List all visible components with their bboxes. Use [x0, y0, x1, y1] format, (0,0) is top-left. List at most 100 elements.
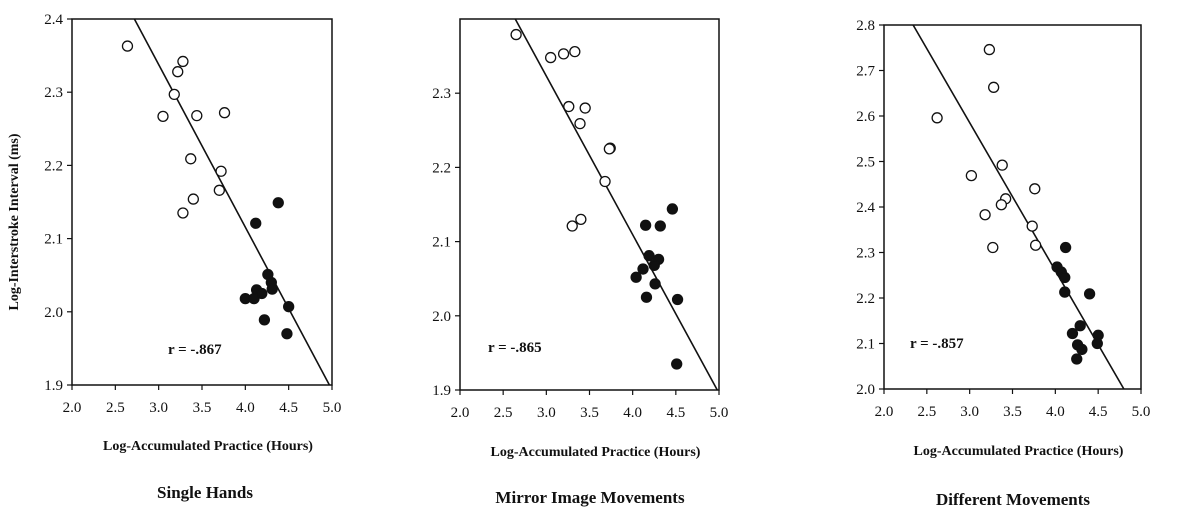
filled-data-point — [1059, 271, 1071, 284]
y-tick-label: 2.5 — [856, 155, 875, 171]
filled-data-point — [643, 250, 655, 262]
x-tick-label: 4.5 — [279, 400, 298, 416]
x-tick-label: 2.0 — [63, 400, 82, 416]
x-tick-label: 4.0 — [1046, 404, 1065, 420]
open-data-point — [579, 102, 591, 114]
y-tick-label: 2.6 — [856, 109, 875, 125]
filled-data-point — [281, 328, 293, 340]
y-axis-label: Log-Interstroke Interval (ms) — [7, 133, 22, 310]
y-tick-label: 2.0 — [44, 305, 63, 321]
open-data-point — [177, 207, 189, 219]
x-tick-label: 4.0 — [236, 400, 255, 416]
filled-data-point — [1083, 288, 1096, 300]
open-data-point — [987, 241, 999, 254]
y-tick-label: 2.8 — [856, 18, 875, 34]
filled-data-point — [666, 203, 679, 215]
open-data-point — [1029, 183, 1041, 195]
open-data-point — [979, 209, 991, 221]
open-data-point — [603, 143, 616, 155]
filled-data-point — [250, 217, 262, 229]
x-tick-label: 5.0 — [323, 400, 342, 416]
filled-data-point — [671, 293, 684, 306]
panel-title: Different Movements — [936, 490, 1090, 509]
open-data-point — [569, 45, 581, 58]
filled-data-point — [1076, 343, 1088, 356]
y-tick-label: 2.4 — [44, 12, 63, 28]
y-tick-label: 2.1 — [856, 337, 875, 353]
open-data-point — [1029, 239, 1042, 251]
filled-data-point — [648, 259, 660, 271]
x-axis-label: Log-Accumulated Practice (Hours) — [914, 444, 1124, 459]
filled-data-point — [1091, 337, 1103, 350]
y-tick-label: 2.3 — [856, 246, 875, 262]
filled-data-point — [248, 292, 260, 305]
open-data-point — [965, 169, 978, 182]
open-data-point — [1026, 220, 1038, 232]
y-tick-label: 1.9 — [44, 378, 63, 394]
correlation-label: r = -.865 — [488, 340, 542, 356]
filled-data-point — [272, 197, 284, 209]
x-tick-label: 4.0 — [623, 405, 642, 421]
plot-frame — [71, 18, 333, 386]
y-tick-label: 1.9 — [432, 383, 451, 399]
x-tick-label: 4.5 — [1089, 404, 1108, 420]
panel-single-hands: 2.0 2.5 3.0 3.5 4.0 4.5 5.01.92.02.12.22.32.4r… — [7, 12, 341, 502]
y-tick-label: 2.7 — [856, 64, 875, 80]
filled-data-point — [256, 287, 268, 300]
x-tick-label: 5.0 — [1132, 404, 1151, 420]
x-tick-label: 2.5 — [106, 400, 125, 416]
open-data-point — [557, 48, 570, 60]
plot-frame — [459, 18, 720, 391]
open-data-point — [168, 88, 180, 101]
y-tick-label: 2.3 — [44, 85, 63, 101]
filled-data-point — [671, 358, 683, 370]
open-data-point — [215, 165, 227, 177]
filled-data-point — [1059, 241, 1072, 254]
correlation-label: r = -.857 — [910, 336, 964, 352]
open-data-point — [983, 43, 996, 56]
y-tick-label: 2.2 — [856, 291, 875, 307]
filled-data-point — [1071, 353, 1083, 365]
open-data-point — [510, 28, 522, 41]
open-data-point — [566, 220, 578, 232]
correlation-label: r = -.867 — [168, 342, 222, 358]
open-data-point — [213, 184, 225, 196]
x-tick-label: 3.0 — [960, 404, 979, 420]
panel-title: Mirror Image Movements — [495, 488, 685, 507]
y-tick-label: 2.1 — [432, 235, 451, 251]
filled-data-point — [654, 220, 666, 232]
filled-data-point — [1059, 286, 1071, 298]
y-tick-label: 2.0 — [856, 382, 875, 398]
x-tick-label: 2.5 — [917, 404, 936, 420]
filled-data-point — [1066, 327, 1079, 340]
open-data-point — [995, 199, 1008, 211]
filled-data-point — [283, 301, 295, 313]
y-tick-label: 2.4 — [856, 200, 875, 216]
open-data-point — [931, 112, 943, 124]
filled-data-point — [639, 219, 652, 231]
open-data-point — [121, 40, 134, 52]
x-tick-label: 2.5 — [494, 405, 513, 421]
open-data-point — [218, 107, 231, 119]
x-tick-label: 3.5 — [193, 400, 212, 416]
y-tick-label: 2.2 — [432, 160, 451, 176]
filled-data-point — [640, 291, 653, 303]
x-tick-label: 3.0 — [537, 405, 556, 421]
open-data-point — [996, 159, 1008, 171]
regression-line — [514, 18, 718, 391]
y-tick-label: 2.2 — [44, 158, 63, 174]
filled-data-point — [1074, 320, 1086, 332]
open-data-point — [157, 110, 169, 123]
open-data-point — [191, 109, 203, 122]
open-data-point — [988, 81, 1000, 93]
regression-line — [133, 18, 331, 386]
filled-data-point — [637, 263, 649, 275]
open-data-point — [185, 153, 197, 165]
y-tick-label: 2.1 — [44, 232, 63, 248]
x-tick-label: 4.5 — [666, 405, 685, 421]
panel-mirror-image-movements: 2.0 2.5 3.0 3.5 4.0 4.5 5.01.92.02.12.22.3r = … — [432, 18, 728, 507]
x-tick-label: 3.5 — [580, 405, 599, 421]
y-tick-label: 2.3 — [432, 86, 451, 102]
x-axis-label: Log-Accumulated Practice (Hours) — [491, 445, 701, 460]
